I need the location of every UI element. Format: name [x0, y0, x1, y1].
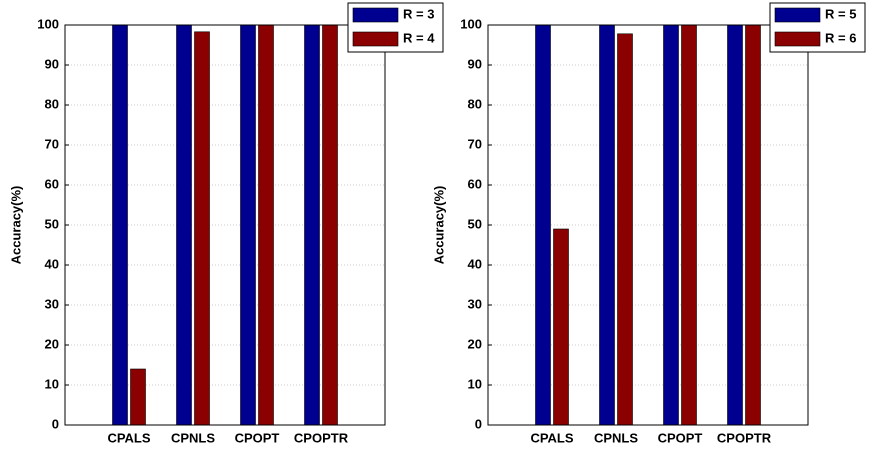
legend-swatch: [352, 7, 399, 23]
y-tick-label: 20: [45, 336, 59, 351]
y-tick-label: 90: [468, 56, 482, 71]
bar: [553, 228, 569, 426]
y-tick-label: 10: [468, 376, 482, 391]
legend-swatch: [352, 31, 399, 47]
bar: [681, 24, 697, 426]
bar: [745, 24, 761, 426]
bar: [240, 24, 256, 426]
bar: [112, 24, 128, 426]
plot-frame: [487, 24, 809, 426]
x-tick-label: CPALS: [107, 430, 150, 445]
bar: [194, 31, 210, 426]
bar: [304, 24, 320, 426]
y-tick-label: 50: [45, 216, 59, 231]
bar: [599, 24, 615, 426]
x-tick-label: CPNLS: [171, 430, 215, 445]
legend-label: R = 3: [403, 6, 434, 21]
legend-label: R = 4: [403, 30, 435, 45]
y-tick-label: 30: [45, 296, 59, 311]
legend-label: R = 5: [825, 6, 856, 21]
y-tick-label: 30: [468, 296, 482, 311]
plot-frame: [64, 24, 386, 426]
x-tick-label: CPOPTR: [717, 430, 772, 445]
x-tick-label: CPOPT: [658, 430, 703, 445]
y-tick-label: 0: [475, 416, 482, 431]
x-tick-label: CPOPT: [235, 430, 280, 445]
y-tick-label: 70: [45, 136, 59, 151]
y-tick-label: 40: [45, 256, 59, 271]
x-tick-label: CPOPTR: [294, 430, 349, 445]
legend-swatch: [774, 31, 821, 47]
bar: [322, 24, 338, 426]
y-tick-label: 60: [45, 176, 59, 191]
y-tick-label: 60: [468, 176, 482, 191]
y-tick-label: 100: [37, 16, 59, 31]
x-tick-label: CPALS: [530, 430, 573, 445]
x-tick-label: CPNLS: [594, 430, 638, 445]
y-tick-label: 10: [45, 376, 59, 391]
y-tick-label: 0: [52, 416, 59, 431]
bar: [535, 24, 551, 426]
y-axis-label: Accuracy(%): [8, 186, 23, 265]
bar: [130, 368, 146, 426]
y-tick-label: 40: [468, 256, 482, 271]
bar: [617, 33, 633, 426]
y-tick-label: 50: [468, 216, 482, 231]
bar: [663, 24, 679, 426]
y-tick-label: 90: [45, 56, 59, 71]
bar: [176, 24, 192, 426]
bar: [258, 24, 274, 426]
bar: [727, 24, 743, 426]
y-tick-label: 70: [468, 136, 482, 151]
legend-label: R = 6: [825, 30, 856, 45]
y-tick-label: 80: [468, 96, 482, 111]
legend-swatch: [774, 7, 821, 23]
y-axis-label: Accuracy(%): [431, 186, 446, 265]
y-tick-label: 20: [468, 336, 482, 351]
y-tick-label: 80: [45, 96, 59, 111]
y-tick-label: 100: [460, 16, 482, 31]
